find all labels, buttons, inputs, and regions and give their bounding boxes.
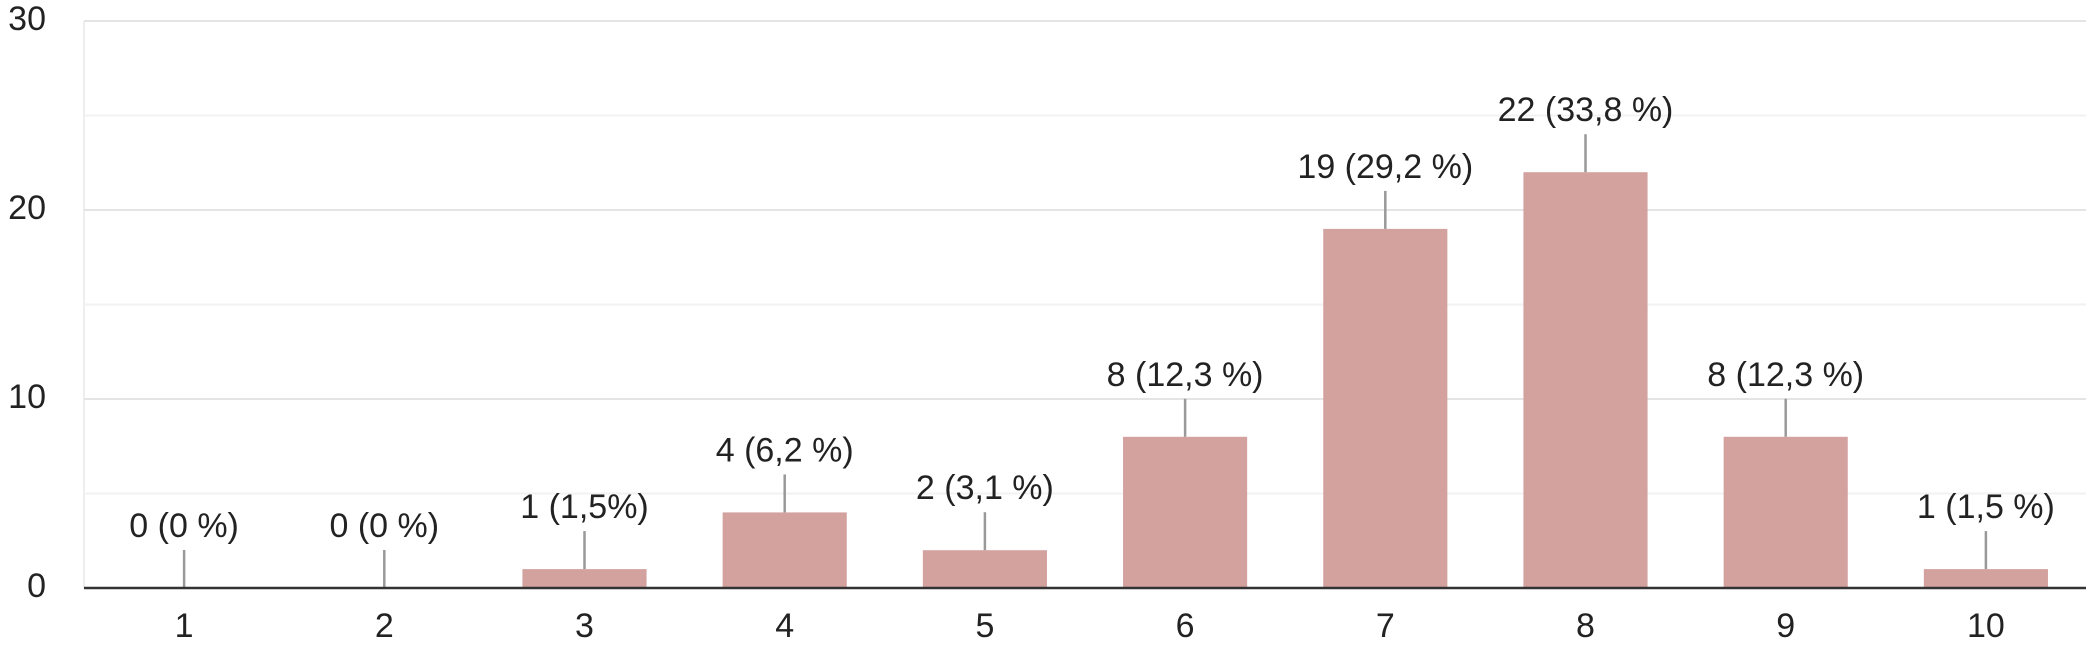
x-tick-label: 6: [1176, 607, 1195, 645]
bar: [922, 550, 1047, 588]
bar: [1923, 569, 2048, 588]
value-label: 22 (33,8 %): [1498, 91, 1674, 129]
y-tick-label: 10: [8, 378, 46, 416]
value-label: 4 (6,2 %): [716, 431, 854, 469]
value-label: 2 (3,1 %): [916, 469, 1054, 507]
x-tick-label: 1: [175, 607, 194, 645]
value-label: 0 (0 %): [330, 507, 440, 545]
value-label: 19 (29,2 %): [1297, 148, 1473, 186]
bar: [1523, 172, 1648, 588]
bar: [522, 569, 647, 588]
bar: [722, 512, 847, 588]
x-tick-label: 2: [375, 607, 394, 645]
x-tick-label: 4: [775, 607, 794, 645]
y-tick-label: 20: [8, 189, 46, 227]
x-tick-label: 5: [975, 607, 994, 645]
value-label: 0 (0 %): [129, 507, 239, 545]
bar: [1323, 228, 1448, 588]
x-tick-label: 10: [1967, 607, 2005, 645]
x-tick-label: 3: [575, 607, 594, 645]
y-tick-label: 0: [27, 567, 46, 605]
value-label: 1 (1,5%): [520, 488, 649, 526]
bar: [1723, 436, 1848, 588]
value-label: 8 (12,3 %): [1707, 356, 1864, 394]
x-tick-label: 8: [1576, 607, 1595, 645]
y-tick-label: 30: [8, 0, 46, 38]
value-label: 1 (1,5 %): [1917, 488, 2055, 526]
value-label: 8 (12,3 %): [1107, 356, 1264, 394]
bar: [1123, 436, 1248, 588]
x-tick-label: 7: [1376, 607, 1395, 645]
x-tick-label: 9: [1776, 607, 1795, 645]
